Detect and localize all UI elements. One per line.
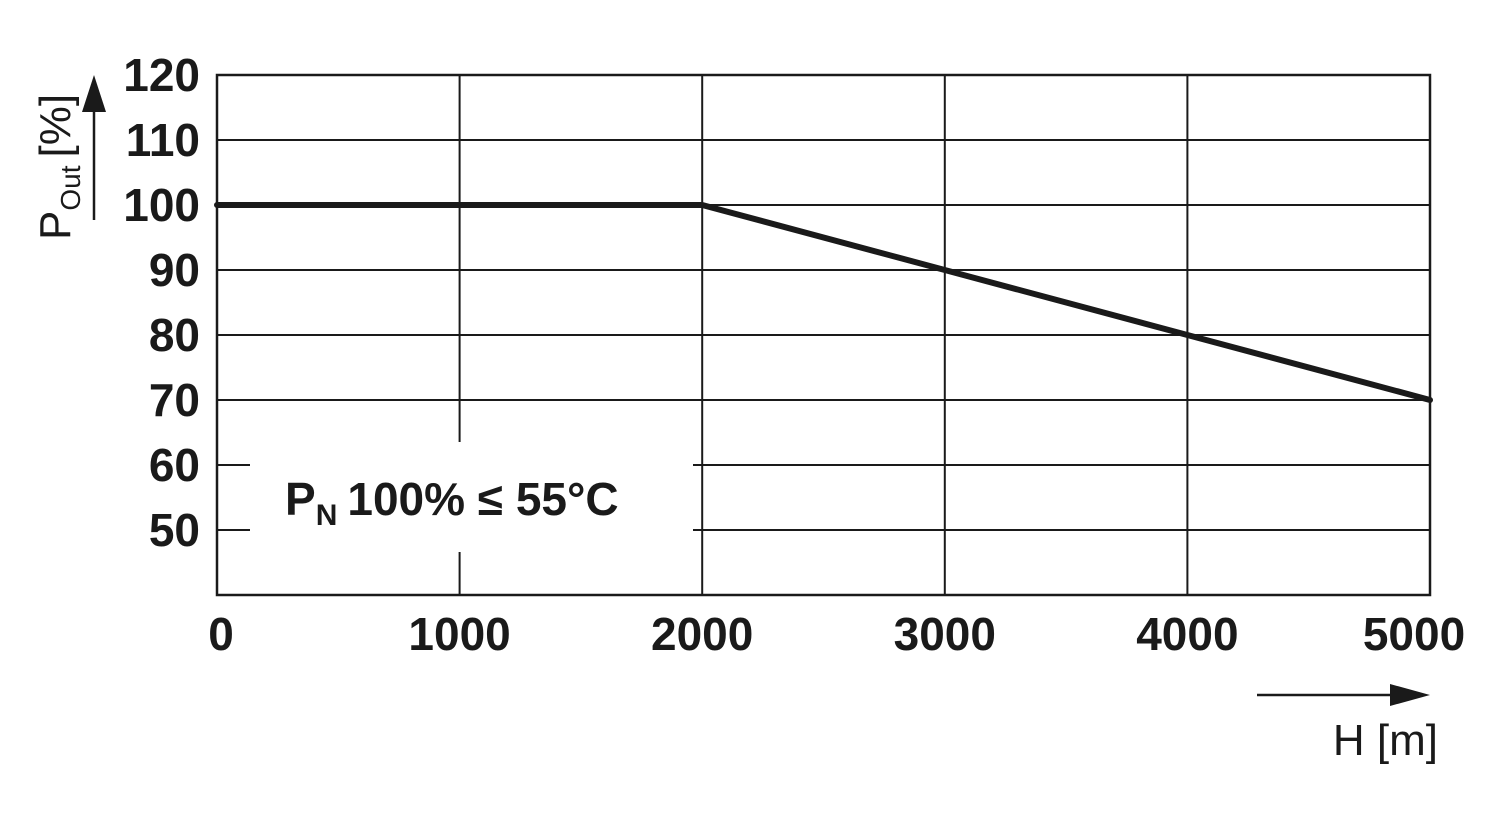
x-tick-label: 3000: [894, 608, 996, 660]
x-tick-label: 2000: [651, 608, 753, 660]
y-axis-label: POut [%]: [31, 94, 86, 240]
annotation-main: P: [285, 473, 316, 525]
plot-frame: [215, 73, 1432, 597]
x-tick-labels: 0 1000 2000 3000 4000 5000: [208, 608, 1465, 660]
y-tick-label: 90: [149, 244, 200, 296]
y-tick-label: 50: [149, 504, 200, 556]
y-tick-label: 80: [149, 309, 200, 361]
y-tick-label: 110: [126, 114, 200, 166]
annotation-text: PN 100% ≤ 55°C: [285, 473, 619, 532]
y-tick-label: 60: [149, 439, 200, 491]
annotation-box: [250, 442, 693, 552]
y-axis-label-main: P: [31, 211, 80, 240]
svg-text:POut[%]: POut [%]: [31, 94, 86, 240]
y-tick-labels: 120 110 100 90 80 70 60 50: [123, 49, 200, 556]
y-axis-label-subscript: Out: [55, 165, 86, 210]
x-tick-label: 1000: [408, 608, 510, 660]
y-axis-arrow-icon: [82, 75, 106, 220]
annotation-subscript: N: [316, 499, 338, 532]
series-line: [214, 202, 1433, 403]
y-tick-label: 70: [149, 374, 200, 426]
annotation-value: 100% ≤ 55°C: [347, 473, 618, 525]
x-tick-label: 0: [208, 608, 234, 660]
y-axis-label-unit: [%]: [31, 94, 80, 158]
x-tick-label: 4000: [1136, 608, 1238, 660]
y-tick-label: 100: [123, 179, 200, 231]
x-axis-arrow-icon: [1257, 684, 1430, 706]
x-axis-label: H [m]: [1333, 716, 1438, 765]
series-group: [214, 202, 1433, 403]
y-tick-label: 120: [123, 49, 200, 101]
x-tick-label: 5000: [1363, 608, 1465, 660]
